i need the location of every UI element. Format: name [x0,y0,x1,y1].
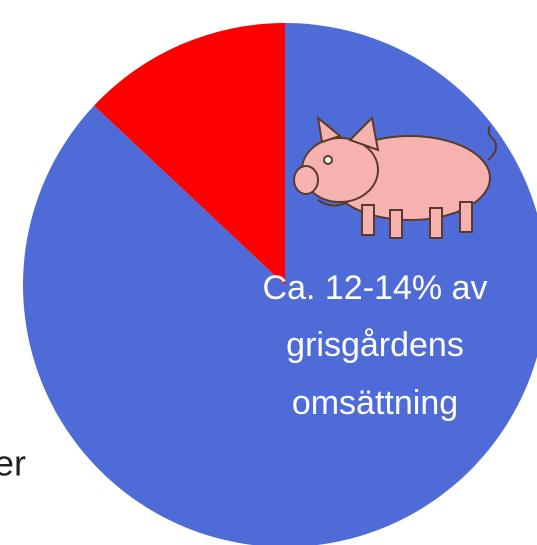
annotation-line: Ca. 12-14% av [263,269,488,307]
pie-slice [94,23,285,285]
side-text: er [0,443,26,484]
pig-clipart [293,115,497,239]
annotation-line: omsättning [292,384,458,422]
annotation-line: grisgårdens [286,326,464,364]
